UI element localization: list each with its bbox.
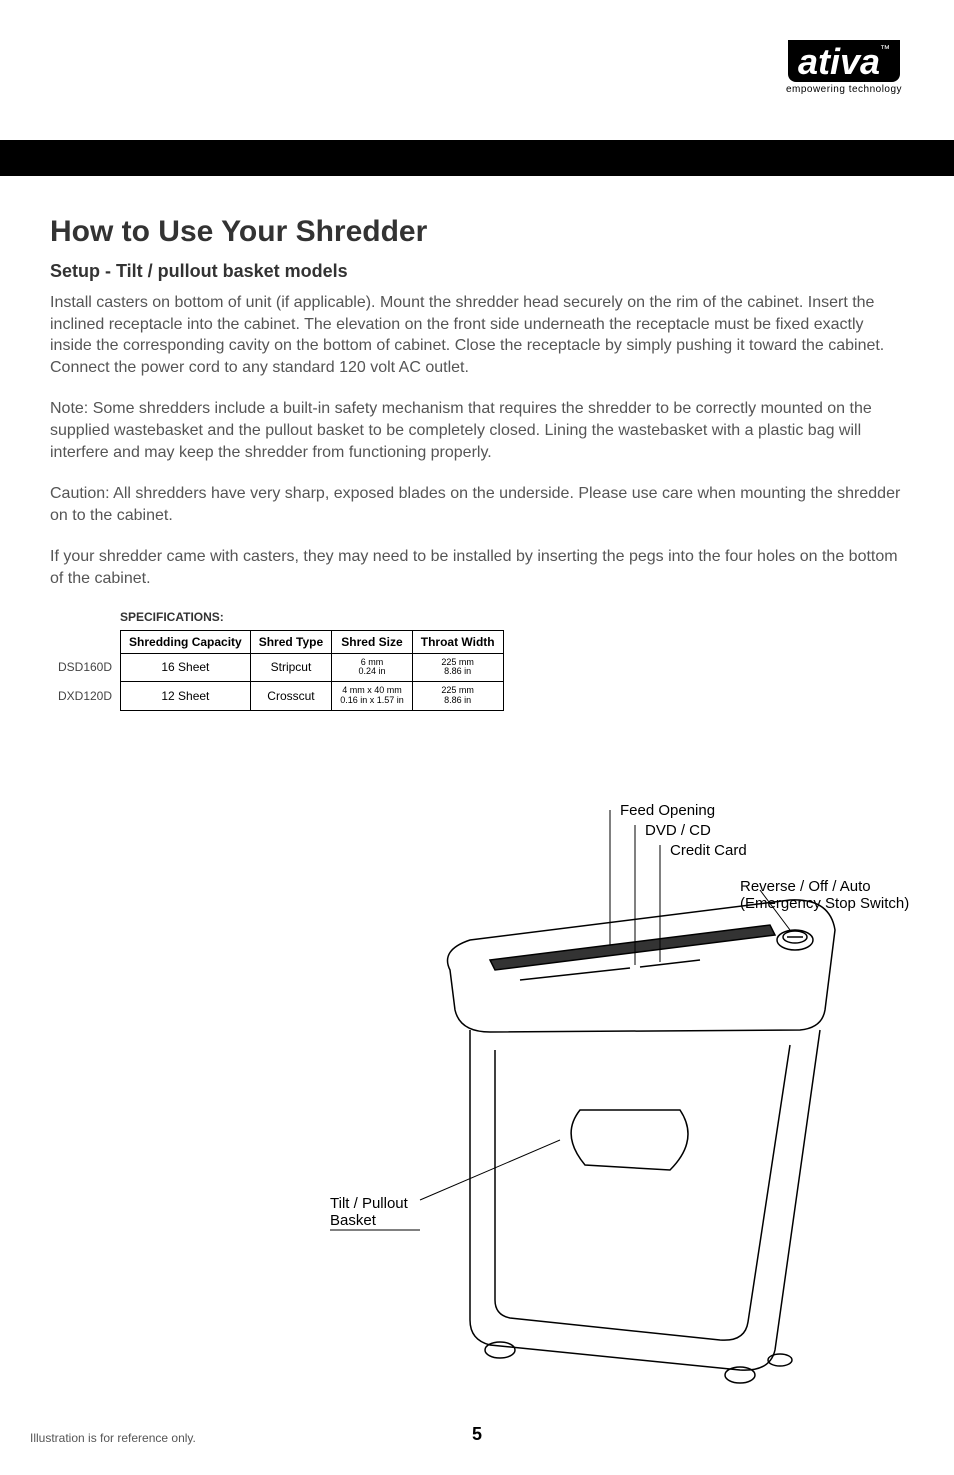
section-subtitle: Setup - Tilt / pullout basket models bbox=[50, 261, 904, 282]
empty-cell bbox=[50, 630, 121, 653]
cell-size: 4 mm x 40 mm 0.16 in x 1.57 in bbox=[332, 682, 413, 711]
col-size: Shred Size bbox=[332, 630, 413, 653]
cell-capacity: 12 Sheet bbox=[121, 682, 251, 711]
cell-capacity: 16 Sheet bbox=[121, 653, 251, 682]
brand-logo: ativa™ empowering technology bbox=[774, 40, 914, 95]
model-label: DXD120D bbox=[50, 682, 121, 711]
basket-line1: Tilt / Pullout bbox=[330, 1195, 408, 1212]
main-content: How to Use Your Shredder Setup - Tilt / … bbox=[50, 215, 904, 711]
basket-line2: Basket bbox=[330, 1212, 376, 1229]
paragraph-setup: Install casters on bottom of unit (if ap… bbox=[50, 292, 904, 378]
switch-line1: Reverse / Off / Auto bbox=[740, 878, 871, 895]
cell-type: Stripcut bbox=[250, 653, 331, 682]
callout-feed-opening: Feed Opening bbox=[620, 802, 715, 819]
cell-width: 225 mm 8.86 in bbox=[412, 682, 503, 711]
logo-text: ativa bbox=[798, 41, 880, 82]
size-in: 0.24 in bbox=[340, 667, 404, 677]
paragraph-caution: Caution: All shredders have very sharp, … bbox=[50, 483, 904, 526]
logo-box: ativa™ bbox=[788, 40, 900, 82]
table-row: DXD120D 12 Sheet Crosscut 4 mm x 40 mm 0… bbox=[50, 682, 503, 711]
header-bar bbox=[0, 140, 954, 176]
col-width: Throat Width bbox=[412, 630, 503, 653]
callout-dvd-cd: DVD / CD bbox=[645, 822, 711, 839]
col-capacity: Shredding Capacity bbox=[121, 630, 251, 653]
table-row: DSD160D 16 Sheet Stripcut 6 mm 0.24 in 2… bbox=[50, 653, 503, 682]
diagram-area: Feed Opening DVD / CD Credit Card Revers… bbox=[0, 800, 954, 1400]
size-in: 0.16 in x 1.57 in bbox=[340, 696, 404, 706]
spec-table: Shredding Capacity Shred Type Shred Size… bbox=[50, 630, 504, 712]
width-in: 8.86 in bbox=[421, 667, 495, 677]
cell-width: 225 mm 8.86 in bbox=[412, 653, 503, 682]
logo-tagline: empowering technology bbox=[774, 84, 914, 95]
page-number: 5 bbox=[472, 1424, 482, 1445]
table-header-row: Shredding Capacity Shred Type Shred Size… bbox=[50, 630, 503, 653]
col-type: Shred Type bbox=[250, 630, 331, 653]
logo-tm: ™ bbox=[880, 44, 890, 55]
page-title: How to Use Your Shredder bbox=[50, 215, 904, 249]
callout-switch: Reverse / Off / Auto (Emergency Stop Swi… bbox=[740, 878, 909, 912]
cell-size: 6 mm 0.24 in bbox=[332, 653, 413, 682]
switch-line2: (Emergency Stop Switch) bbox=[740, 895, 909, 912]
cell-type: Crosscut bbox=[250, 682, 331, 711]
callout-basket: Tilt / Pullout Basket bbox=[330, 1195, 408, 1229]
callout-credit-card: Credit Card bbox=[670, 842, 747, 859]
model-label: DSD160D bbox=[50, 653, 121, 682]
spec-heading: SPECIFICATIONS: bbox=[120, 610, 904, 624]
paragraph-note: Note: Some shredders include a built-in … bbox=[50, 398, 904, 463]
width-in: 8.86 in bbox=[421, 696, 495, 706]
footer-note: Illustration is for reference only. bbox=[30, 1431, 196, 1445]
paragraph-casters: If your shredder came with casters, they… bbox=[50, 546, 904, 589]
